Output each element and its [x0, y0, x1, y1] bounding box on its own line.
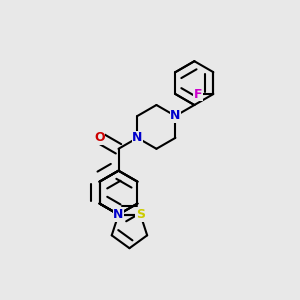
Text: F: F — [194, 88, 202, 100]
Text: O: O — [94, 131, 105, 144]
Text: N: N — [113, 208, 124, 221]
Text: S: S — [136, 208, 145, 221]
Text: N: N — [132, 131, 143, 144]
Text: N: N — [170, 110, 181, 122]
